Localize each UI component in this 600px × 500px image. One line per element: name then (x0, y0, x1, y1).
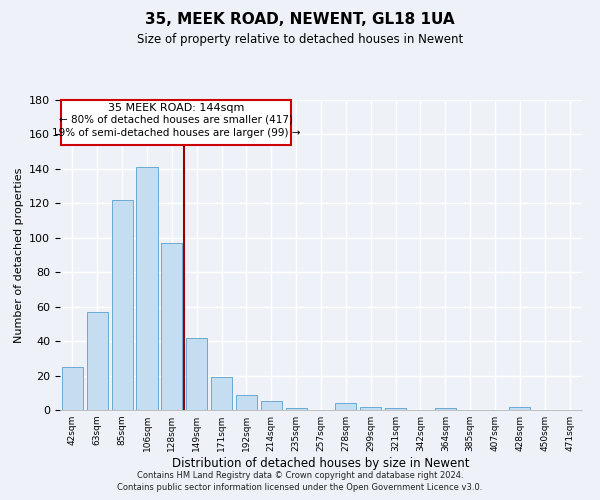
Text: 35 MEEK ROAD: 144sqm: 35 MEEK ROAD: 144sqm (108, 103, 244, 113)
Bar (385, 408, 406, 410)
Y-axis label: Number of detached properties: Number of detached properties (14, 168, 23, 342)
Bar (360, 406, 381, 410)
Bar (136, 167, 158, 410)
Text: Contains HM Land Registry data © Crown copyright and database right 2024.
Contai: Contains HM Land Registry data © Crown c… (118, 471, 482, 492)
Bar (286, 408, 307, 410)
Text: 19% of semi-detached houses are larger (99) →: 19% of semi-detached houses are larger (… (52, 128, 301, 138)
Bar (211, 378, 232, 410)
Bar (112, 200, 133, 410)
Text: Size of property relative to detached houses in Newent: Size of property relative to detached ho… (137, 32, 463, 46)
Bar (435, 408, 456, 410)
Bar (509, 406, 530, 410)
Bar (62, 367, 83, 410)
Bar (161, 243, 182, 410)
Bar (87, 312, 108, 410)
Bar (186, 338, 207, 410)
Text: ← 80% of detached houses are smaller (417): ← 80% of detached houses are smaller (41… (59, 115, 293, 125)
Bar (261, 402, 282, 410)
FancyBboxPatch shape (61, 100, 291, 145)
Text: 35, MEEK ROAD, NEWENT, GL18 1UA: 35, MEEK ROAD, NEWENT, GL18 1UA (145, 12, 455, 28)
X-axis label: Distribution of detached houses by size in Newent: Distribution of detached houses by size … (172, 457, 470, 470)
Bar (335, 403, 356, 410)
Bar (236, 394, 257, 410)
